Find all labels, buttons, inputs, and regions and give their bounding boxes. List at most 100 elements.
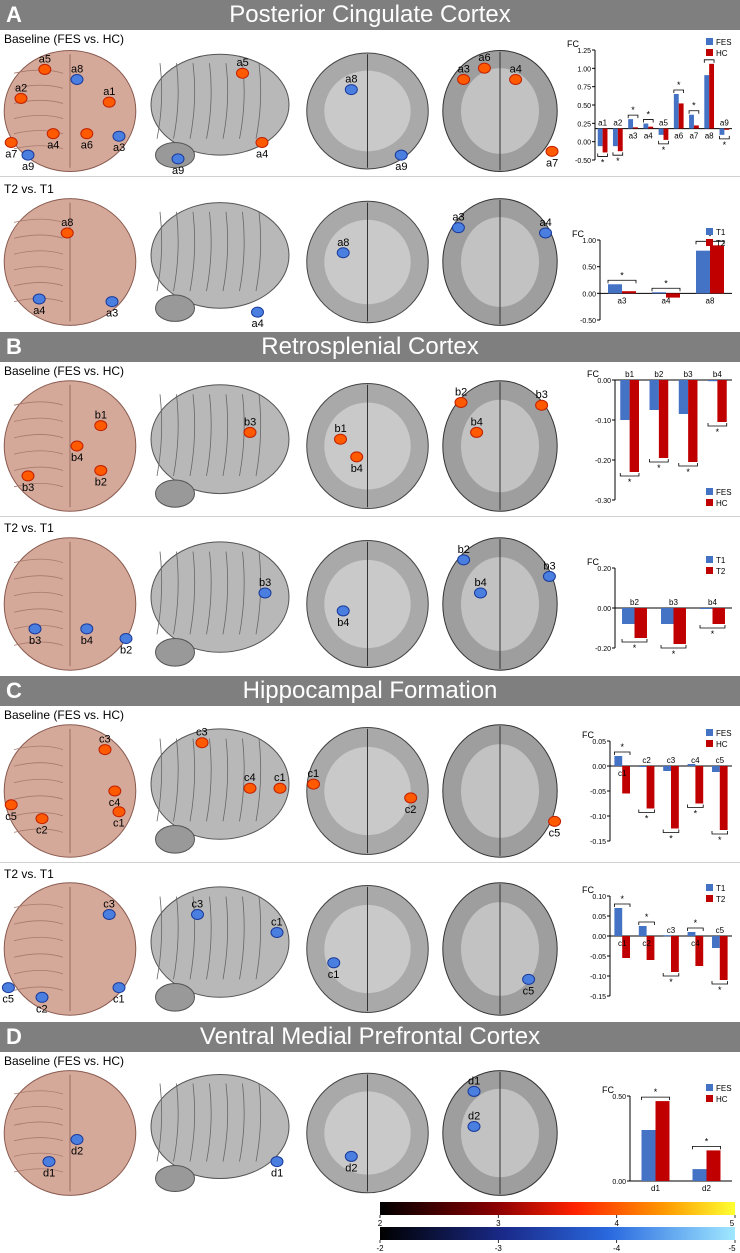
bar-fes (711, 766, 720, 772)
category-label: c4 (691, 939, 700, 948)
significance-bracket (658, 140, 669, 145)
legend-label: T1 (716, 884, 726, 893)
significance-bracket (662, 973, 680, 977)
activation-blob (334, 433, 347, 445)
activation-blob (509, 74, 523, 85)
bar-hc (678, 103, 684, 129)
category-label: a9 (720, 119, 729, 128)
activation-blob (542, 570, 556, 582)
activation-blob (35, 813, 49, 825)
brain-panel: a5 a4 a9 (150, 53, 290, 174)
significance-bracket (643, 119, 654, 123)
region-label: d2 (71, 1146, 83, 1158)
significance-marker: * (677, 80, 681, 90)
legend-label: T1 (716, 556, 726, 565)
region-label: c2 (405, 804, 417, 816)
legend-swatch (706, 499, 713, 506)
activation-blob (344, 1150, 358, 1162)
bar-t2 (671, 936, 679, 972)
legend-label: T2 (716, 567, 726, 576)
region-label: d1 (271, 1168, 283, 1180)
bar-fes (628, 119, 634, 129)
activation-blob (336, 605, 350, 617)
region-label: a8 (345, 74, 357, 86)
significance-bracket (687, 927, 704, 931)
y-tick-label: -0.10 (590, 974, 606, 981)
significance-marker: * (620, 742, 624, 752)
significance-bracket (627, 114, 639, 119)
category-label: a5 (659, 119, 668, 128)
colorbars: 2 3 4 5 -2 -3 -4 -5 (376, 1202, 736, 1253)
bar-fes (620, 380, 630, 420)
region-label: a9 (22, 161, 34, 173)
activation-blob (236, 67, 249, 79)
legend-swatch (706, 556, 713, 563)
legend-label: T2 (716, 895, 726, 904)
activation-blob (171, 153, 185, 165)
region-label: d2 (345, 1162, 357, 1174)
section-letter: B (6, 334, 22, 359)
bar-t1 (663, 935, 671, 937)
legend-label: FES (716, 38, 732, 47)
region-label: b3 (29, 635, 41, 647)
region-label: c3 (103, 899, 115, 911)
significance-bracket (597, 153, 608, 157)
bar-hc (717, 380, 727, 422)
significance-bracket (692, 1146, 721, 1150)
bar-hc (688, 380, 698, 462)
category-label: a2 (613, 119, 622, 128)
bar-t1 (638, 926, 647, 936)
category-label: c1 (618, 769, 627, 778)
category-label: d2 (702, 1184, 711, 1193)
y-axis-label: FC (602, 1085, 614, 1095)
bar-t2 (622, 936, 631, 958)
row-label: T2 vs. T1 (4, 521, 54, 535)
bar-t1 (711, 936, 720, 948)
bar-t1 (661, 608, 674, 624)
brain-panel: b3 (150, 541, 290, 667)
y-tick-label: 0.00 (582, 291, 596, 298)
legend-swatch (706, 49, 713, 56)
section-title: Retrosplenial Cortex (261, 333, 479, 360)
activation-blob (273, 782, 287, 794)
region-label: b4 (475, 577, 487, 589)
y-tick-label: 0.00 (577, 140, 591, 147)
bar-hc (693, 125, 699, 129)
category-label: a8 (705, 132, 714, 141)
activation-blob (35, 991, 49, 1003)
bar-hc (706, 1150, 721, 1181)
significance-bracket (649, 459, 669, 463)
bar-hc (671, 766, 679, 829)
y-tick-label: 0.00 (592, 764, 606, 771)
bar-fes (704, 75, 710, 129)
brain-panel: a8 (306, 200, 429, 324)
bar-hc (617, 128, 623, 152)
y-tick-label: 0.05 (592, 739, 606, 746)
bar-fes (638, 766, 647, 767)
activation-blob (102, 96, 116, 108)
row-label: Baseline (FES vs. HC) (4, 32, 125, 46)
brain-panel: c3 c5 c2 c1 (1, 882, 137, 1016)
row-label: T2 vs. T1 (4, 182, 54, 196)
brain-panel: b3 b4 b2 (3, 537, 137, 671)
bar-t1 (652, 292, 666, 294)
category-label: b1 (625, 370, 634, 379)
y-tick-label: 0.00 (612, 1179, 626, 1186)
category-label: b4 (708, 598, 717, 607)
significance-marker: * (705, 1136, 709, 1146)
significance-bracket (699, 625, 726, 629)
region-label: d1 (43, 1168, 55, 1180)
activation-blob (102, 909, 116, 920)
region-label: c2 (36, 825, 48, 837)
bar-fes (597, 128, 603, 147)
bar-fes (678, 380, 689, 414)
y-tick-label: -0.50 (580, 318, 596, 325)
brain-panel: c1 (306, 885, 429, 1013)
region-label: b3 (543, 560, 555, 572)
significance-bracket (662, 829, 680, 833)
brain-panel: a8 a9 (306, 52, 429, 173)
region-label: b4 (71, 452, 83, 464)
section-title: Posterior Cingulate Cortex (229, 1, 511, 28)
row-label: Baseline (FES vs. HC) (4, 1054, 125, 1068)
